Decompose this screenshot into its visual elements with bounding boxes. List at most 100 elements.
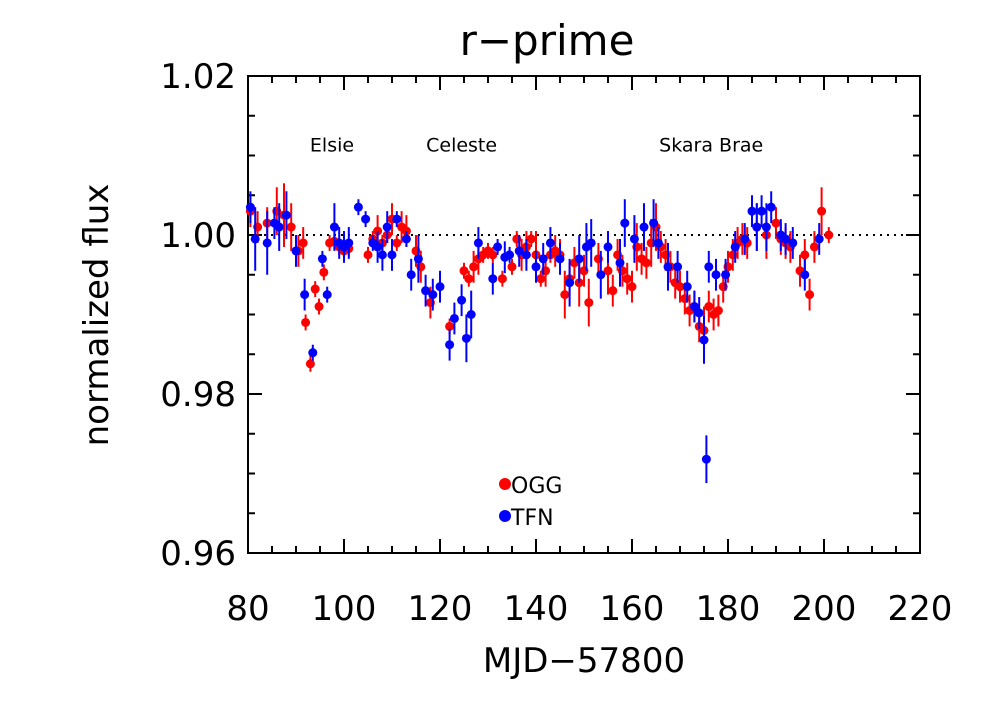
axis-ticks [247,75,921,554]
data-point [682,282,692,292]
data-point [521,250,531,260]
data-point [603,242,613,252]
data-point [382,222,392,232]
data-point [308,348,318,358]
data-point [752,222,762,232]
data-point [747,206,757,216]
x-tick-label: 100 [312,589,377,629]
data-point [291,246,301,256]
data-point [497,274,507,284]
legend-marker [499,478,511,490]
data-point [788,238,798,248]
x-tick-label: 140 [504,589,569,629]
data-point [800,250,810,260]
x-tick-label: 200 [792,589,857,629]
data-point [286,222,296,232]
data-point [627,282,637,292]
data-point [814,234,824,244]
data-series [245,183,834,484]
data-point [711,270,721,280]
y-axis-label: normalized flux [77,184,117,447]
data-point [421,286,431,296]
x-axis-label: MJD−57800 [483,641,685,681]
data-point [392,238,402,248]
data-point [766,202,776,212]
data-point [721,270,731,280]
legend-marker [499,510,511,522]
data-point [413,254,423,264]
data-point [461,333,471,343]
legend: OGG TFN [499,474,562,531]
axis-tick-labels: 80 100 120 140 160 180 200 220 0.96 0.98 1.00 1.02 [160,57,952,629]
data-point [538,254,548,264]
data-point [310,284,320,294]
data-point [493,242,503,252]
data-point [817,206,827,216]
y-tick-label: 1.00 [160,216,236,256]
data-point [663,262,673,272]
data-point [507,262,517,272]
data-point [301,317,311,327]
legend-label: TFN [510,506,554,531]
data-point [699,335,709,345]
data-point [373,242,383,252]
x-tick-label: 180 [696,589,761,629]
data-point [701,454,711,464]
data-point [574,254,584,264]
data-point [469,262,479,272]
annotation-label: Skara Brae [659,135,763,157]
data-point [555,254,565,264]
data-point [406,270,416,280]
data-point [675,282,685,292]
data-point [603,266,613,276]
data-point [344,238,354,248]
data-point [505,250,515,260]
data-point [488,250,498,260]
data-point [466,310,476,319]
data-point [392,214,402,224]
data-point [305,359,315,369]
data-point [560,290,570,300]
data-point [771,218,781,228]
data-point [649,218,659,228]
data-point [584,298,594,308]
data-point [545,238,555,248]
data-point [730,242,740,252]
data-point [800,270,810,280]
data-point [622,274,632,284]
x-tick-label: 80 [226,589,269,629]
data-point [445,321,455,331]
data-point [353,202,363,212]
data-point [639,222,649,232]
x-tick-label: 120 [408,589,473,629]
data-point [300,290,310,300]
data-point [387,250,397,260]
data-point [673,262,683,272]
data-point [757,206,767,216]
data-point [363,250,373,260]
data-point [262,238,272,248]
data-point [526,234,536,244]
data-point [361,214,371,224]
data-point [608,286,618,296]
data-point [377,250,387,260]
data-point [428,290,438,300]
data-point [689,302,699,312]
data-point [488,274,498,284]
data-point [781,234,791,244]
data-point [713,306,723,316]
data-point [514,246,524,256]
data-point [694,308,704,318]
data-point [245,202,255,212]
data-point [435,282,445,292]
data-point [761,222,771,232]
data-point [274,222,284,232]
data-point [629,234,639,244]
data-point [805,290,815,300]
data-point [565,278,575,288]
data-point [317,254,327,264]
legend-label: OGG [511,474,562,499]
data-point [704,262,714,272]
chart-title: r−prime [460,16,635,65]
y-tick-label: 0.96 [160,534,236,574]
